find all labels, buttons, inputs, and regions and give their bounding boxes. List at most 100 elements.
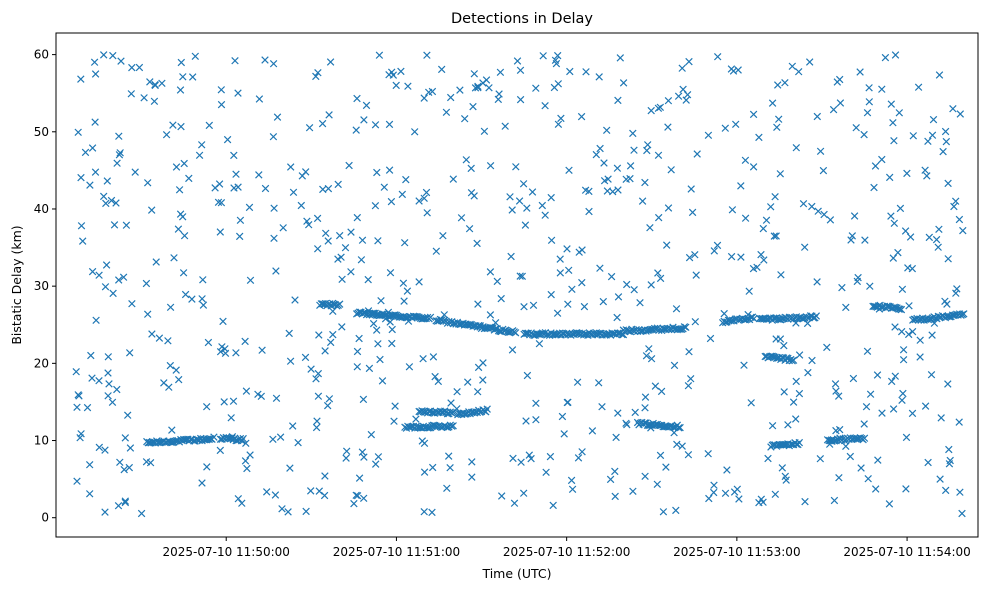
detection-point xyxy=(564,300,572,308)
detection-point xyxy=(692,271,700,279)
detection-point xyxy=(553,309,562,317)
detection-point xyxy=(804,368,812,377)
detection-point xyxy=(682,323,690,332)
detection-point xyxy=(676,325,684,334)
detection-point xyxy=(399,279,408,287)
detection-point xyxy=(236,216,245,225)
detection-point xyxy=(180,231,189,240)
detection-point xyxy=(833,78,842,86)
detection-point xyxy=(939,147,947,156)
detection-point xyxy=(420,507,428,516)
detection-point xyxy=(444,452,453,460)
detection-point xyxy=(776,170,785,178)
detection-point xyxy=(680,323,689,331)
detection-point xyxy=(88,267,97,276)
detection-point xyxy=(788,62,797,71)
detection-point xyxy=(937,414,945,422)
detection-point xyxy=(906,233,915,241)
detection-point xyxy=(468,458,476,466)
detection-point xyxy=(643,141,652,149)
detection-point xyxy=(613,329,622,337)
detection-point xyxy=(871,162,880,170)
detection-point xyxy=(216,228,225,236)
detection-point xyxy=(172,163,181,171)
detection-point xyxy=(641,178,649,187)
detection-point xyxy=(480,127,489,136)
detection-point xyxy=(744,310,752,319)
detection-point xyxy=(594,379,603,387)
detection-point xyxy=(951,197,960,205)
detection-point xyxy=(517,458,525,466)
detection-point xyxy=(367,430,376,439)
detection-point xyxy=(179,269,188,277)
detection-point xyxy=(764,454,772,463)
detection-point xyxy=(378,377,387,385)
detection-point xyxy=(801,497,809,506)
detection-point xyxy=(780,388,788,396)
detection-point xyxy=(158,79,166,88)
detection-point xyxy=(353,491,362,500)
detection-point xyxy=(521,221,530,229)
detection-point xyxy=(314,68,322,77)
detection-point xyxy=(85,490,94,498)
detection-point xyxy=(688,208,697,217)
detection-point xyxy=(276,433,285,441)
detection-point xyxy=(374,237,382,245)
detection-point xyxy=(523,371,532,380)
detection-point xyxy=(126,444,135,452)
detection-point xyxy=(686,374,695,383)
detection-point xyxy=(509,454,517,463)
detection-point xyxy=(864,474,872,483)
detection-point xyxy=(231,56,239,65)
detection-point xyxy=(795,438,804,447)
detection-point xyxy=(904,330,913,339)
detection-point xyxy=(944,380,952,388)
detection-point xyxy=(917,316,925,324)
detection-point xyxy=(419,354,427,363)
detection-point xyxy=(889,405,898,413)
detection-point xyxy=(121,498,130,507)
detection-point xyxy=(400,238,409,247)
detection-point xyxy=(90,58,99,66)
detection-point xyxy=(420,468,429,476)
detection-point xyxy=(713,241,722,250)
detection-point xyxy=(547,236,556,245)
detection-point xyxy=(104,392,112,400)
detection-point xyxy=(127,90,136,98)
detection-point xyxy=(453,387,461,396)
detection-point xyxy=(95,271,103,279)
detection-point xyxy=(388,325,396,334)
detection-point xyxy=(389,71,398,79)
detection-point xyxy=(865,98,874,106)
detection-point xyxy=(685,57,693,66)
detection-point xyxy=(369,319,378,328)
detection-point xyxy=(577,112,586,121)
detection-point xyxy=(386,318,394,326)
detection-point xyxy=(792,377,800,386)
x-tick-label: 2025-07-10 11:50:00 xyxy=(162,545,289,559)
detection-point xyxy=(959,226,967,235)
detection-point xyxy=(415,278,423,286)
detection-point xyxy=(217,86,226,94)
detection-point xyxy=(740,361,748,369)
detection-point xyxy=(850,212,859,220)
detection-point xyxy=(114,276,123,284)
detection-point xyxy=(420,194,428,203)
detection-point xyxy=(198,479,206,487)
detection-point xyxy=(421,408,429,417)
detection-point xyxy=(941,127,950,136)
detection-point xyxy=(792,319,800,327)
detection-point xyxy=(486,323,494,332)
detection-point xyxy=(392,81,400,90)
detection-point xyxy=(766,203,775,211)
detection-point xyxy=(319,185,327,194)
detection-point xyxy=(836,99,845,107)
detection-point xyxy=(334,255,342,263)
x-axis: 2025-07-10 11:50:00 2025-07-10 11:51:00 20… xyxy=(162,537,971,559)
detection-point xyxy=(359,494,368,503)
detection-point xyxy=(546,452,555,461)
detection-point xyxy=(608,187,617,196)
detection-point xyxy=(729,67,738,75)
detection-point xyxy=(88,374,96,382)
detection-point xyxy=(199,301,208,309)
